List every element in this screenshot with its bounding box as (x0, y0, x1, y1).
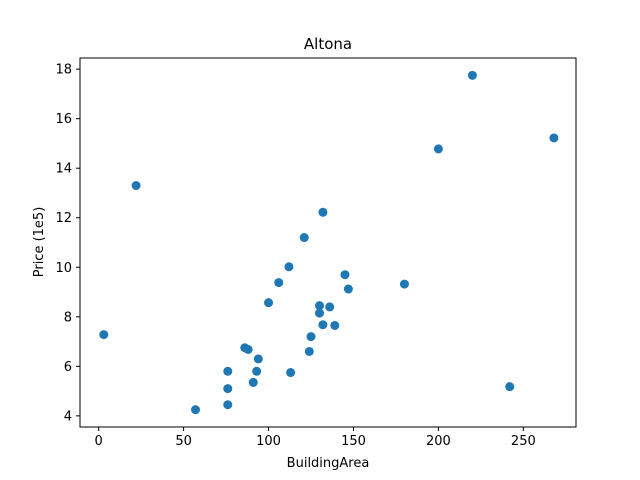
data-point (315, 308, 325, 318)
plot-frame (79, 57, 577, 428)
data-point (549, 133, 559, 143)
data-point (284, 262, 294, 272)
y-tick-label: 6 (64, 360, 72, 375)
y-tick-label: 4 (64, 409, 72, 424)
data-point (343, 284, 353, 294)
x-tick-label: 0 (95, 434, 103, 449)
data-point (131, 181, 141, 191)
data-point (304, 346, 314, 356)
y-tick-label: 18 (55, 63, 72, 78)
chart-title: Altona (304, 35, 352, 53)
ticks-layer: 0 50 100 150 200 250 4 6 8 10 12 14 16 18 (55, 63, 535, 449)
y-tick-label: 16 (55, 112, 72, 127)
x-tick-label: 150 (341, 434, 366, 449)
x-tick-label: 250 (511, 434, 536, 449)
data-point (99, 330, 109, 340)
data-point (286, 368, 296, 378)
data-point (264, 298, 274, 308)
y-tick-label: 14 (55, 162, 72, 177)
data-point (191, 405, 201, 415)
data-point (223, 366, 233, 376)
data-point (223, 384, 233, 394)
y-tick-label: 8 (64, 310, 72, 325)
data-point (318, 207, 328, 217)
y-tick-label: 10 (55, 261, 72, 276)
x-tick-label: 100 (256, 434, 281, 449)
data-point (253, 354, 263, 364)
data-point (505, 382, 515, 392)
data-point (467, 70, 477, 80)
points-layer (99, 70, 559, 415)
data-point (340, 270, 350, 280)
y-axis-title: Price (1e5) (32, 207, 47, 278)
data-point (299, 233, 309, 243)
y-tick-label: 12 (55, 211, 72, 226)
data-point (306, 332, 316, 342)
data-point (330, 320, 340, 330)
data-point (243, 344, 253, 354)
data-point (274, 278, 284, 288)
data-point (433, 144, 443, 154)
data-point (318, 320, 328, 330)
x-axis-title: BuildingArea (287, 456, 370, 471)
data-point (325, 302, 335, 312)
data-point (399, 279, 409, 289)
data-point (248, 377, 258, 387)
data-point (315, 301, 325, 311)
x-tick-label: 50 (175, 434, 192, 449)
x-tick-label: 200 (426, 434, 451, 449)
data-point (252, 366, 262, 376)
data-point (223, 400, 233, 410)
